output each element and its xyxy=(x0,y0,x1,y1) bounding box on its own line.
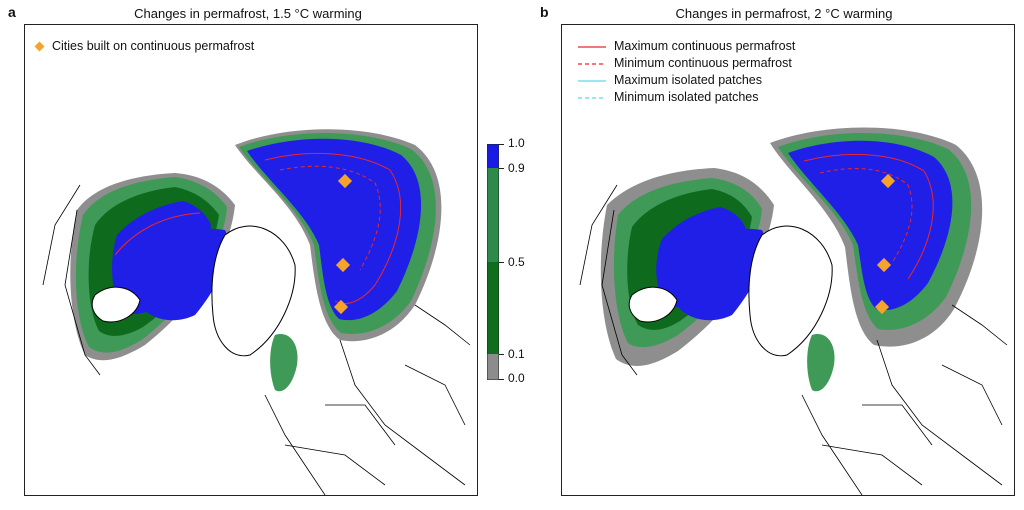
canadian-archipelago xyxy=(672,228,766,321)
hudson-bay xyxy=(628,286,678,323)
city-marker xyxy=(333,299,349,315)
na-max-continuous-line xyxy=(114,212,201,256)
city-marker xyxy=(874,299,890,315)
city-marker xyxy=(337,173,353,189)
legend-b-label: Minimum isolated patches xyxy=(614,90,759,104)
panel-a-letter: a xyxy=(8,4,16,20)
colorbar-tick-0-5: 0.5 xyxy=(508,255,525,269)
colorbar-band-zero xyxy=(487,354,499,380)
legend-b-row-max-continuous: Maximum continuous permafrost xyxy=(578,38,795,55)
city-diamond-icon xyxy=(34,41,45,52)
legend-b-label: Maximum continuous permafrost xyxy=(614,39,796,53)
colorbar-tick-0-9: 0.9 xyxy=(508,161,525,175)
solid-cyan-line-icon xyxy=(578,79,606,82)
panel-b-map-svg xyxy=(579,127,1008,495)
eurasia-min-continuous-line xyxy=(279,165,381,271)
panel-b-title: Changes in permafrost, 2 °C warming xyxy=(675,6,893,21)
colorbar-tick-1-0: 1.0 xyxy=(508,136,525,150)
scandinavia xyxy=(270,334,298,392)
legend-a-cities-row: Cities built on continuous permafrost xyxy=(32,38,254,55)
hudson-bay xyxy=(91,286,141,323)
eurasia-min-continuous-line xyxy=(819,168,913,264)
eurasia-max-continuous-line xyxy=(264,152,402,305)
dashed-cyan-line-icon xyxy=(578,96,606,99)
city-marker xyxy=(876,257,892,273)
eurasia-continuous-region xyxy=(788,140,953,311)
cities xyxy=(874,173,896,315)
canadian-archipelago xyxy=(135,228,229,321)
panel-b-map xyxy=(561,24,1015,496)
colorbar-band-high xyxy=(487,144,499,168)
legend-a: Cities built on continuous permafrost xyxy=(32,38,254,55)
coastlines xyxy=(42,184,471,495)
legend-b-row-min-isolated: Minimum isolated patches xyxy=(578,89,795,106)
panel-a-map-svg xyxy=(42,129,471,495)
solid-red-line-icon xyxy=(578,45,606,48)
eurasia-continuous-region xyxy=(247,138,422,321)
legend-a-cities-label: Cities built on continuous permafrost xyxy=(52,39,255,53)
scandinavia xyxy=(807,334,835,392)
legend-b: Maximum continuous permafrost Minimum co… xyxy=(578,38,795,106)
greenland xyxy=(748,225,833,357)
city-marker xyxy=(335,257,351,273)
coastlines xyxy=(579,184,1008,495)
cities xyxy=(333,173,353,315)
eurasia-max-continuous-line xyxy=(803,153,934,280)
legend-b-row-min-continuous: Minimum continuous permafrost xyxy=(578,55,795,72)
colorbar-band-mid-high xyxy=(487,168,499,262)
panel-a-map xyxy=(24,24,478,496)
legend-b-label: Minimum continuous permafrost xyxy=(614,56,792,70)
colorbar-tick-0-1: 0.1 xyxy=(508,347,525,361)
city-marker xyxy=(880,173,896,189)
greenland xyxy=(211,225,296,357)
colorbar-band-mid xyxy=(487,262,499,354)
colorbar xyxy=(487,144,499,380)
legend-b-label: Maximum isolated patches xyxy=(614,73,762,87)
colorbar-tick-0-0: 0.0 xyxy=(508,371,525,385)
legend-b-row-max-isolated: Maximum isolated patches xyxy=(578,72,795,89)
panel-a-title: Changes in permafrost, 1.5 °C warming xyxy=(134,6,362,21)
dashed-red-line-icon xyxy=(578,62,606,65)
panel-b-letter: b xyxy=(540,4,549,20)
